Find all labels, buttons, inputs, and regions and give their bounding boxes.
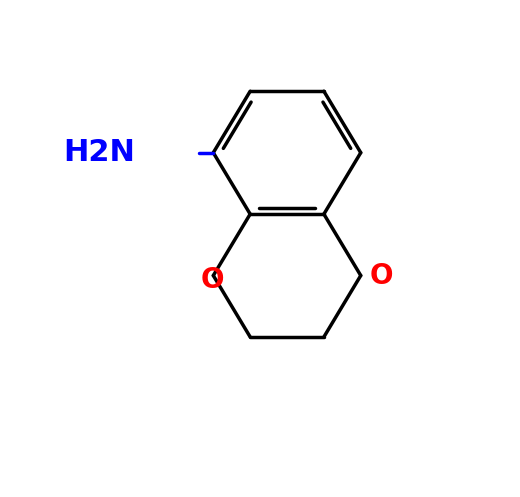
Text: H2N: H2N (63, 138, 135, 167)
Text: O: O (370, 261, 393, 290)
Text: O: O (201, 266, 224, 294)
